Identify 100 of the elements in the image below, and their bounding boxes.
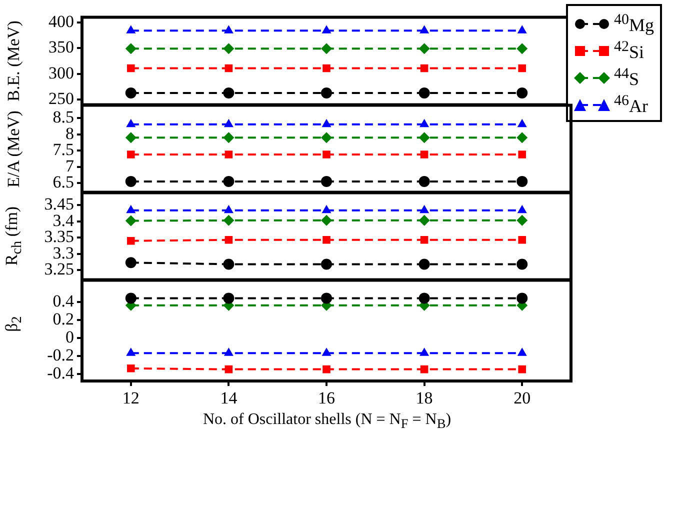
y-tick-label: -0.2 [47, 345, 74, 364]
point [321, 215, 332, 226]
point [420, 205, 430, 214]
point [418, 176, 430, 187]
point [321, 292, 332, 304]
point [224, 236, 233, 244]
x-axis-title: No. of Oscillator shells (N = N$_{F}$ = N$_{B}$) [202, 410, 452, 432]
point [322, 118, 332, 127]
point [322, 236, 330, 244]
point [321, 87, 332, 98]
point [321, 132, 332, 143]
point [418, 258, 430, 270]
point [516, 215, 528, 226]
point [420, 64, 428, 72]
point [518, 64, 526, 72]
point [418, 87, 430, 98]
point [517, 25, 527, 34]
point [223, 176, 234, 187]
point [224, 118, 234, 127]
point [125, 176, 136, 187]
point [322, 150, 330, 158]
point [126, 347, 136, 356]
point [127, 237, 135, 245]
point [125, 292, 136, 304]
point [518, 150, 526, 158]
y-tick-label: 3.3 [52, 244, 74, 262]
legend-label: $^{40}$Mg [614, 12, 654, 36]
point [322, 25, 332, 34]
point [418, 292, 430, 304]
point [516, 87, 528, 98]
y-tick-label: -0.4 [47, 363, 74, 382]
legend-label: $^{44}$S [614, 66, 640, 90]
point [322, 347, 332, 356]
point [418, 132, 430, 143]
point [420, 25, 430, 34]
point [223, 292, 234, 304]
point [126, 205, 136, 214]
point [420, 347, 430, 356]
point [418, 215, 430, 226]
legend-label: $^{46}$Ar [614, 92, 648, 116]
point [516, 176, 528, 187]
x-tick-label: 16 [318, 388, 335, 408]
y-tick-label: 250 [48, 89, 74, 108]
point [420, 236, 428, 244]
point [322, 64, 330, 72]
point [321, 258, 332, 270]
point [322, 205, 332, 214]
point [223, 258, 234, 270]
point [518, 365, 526, 373]
point [420, 118, 430, 127]
point [517, 205, 527, 214]
x-tick-label: 20 [514, 388, 531, 408]
point [224, 64, 233, 72]
point [223, 87, 234, 98]
x-tick-label: 12 [122, 388, 140, 408]
point [224, 347, 234, 356]
point [517, 118, 527, 127]
y-tick-label: 350 [48, 38, 74, 57]
y-tick-label: 300 [48, 63, 74, 82]
point [516, 132, 528, 143]
y-tick-label: 3.45 [44, 194, 74, 214]
point [224, 205, 234, 214]
point [516, 43, 528, 54]
point [126, 25, 136, 34]
point [126, 118, 136, 127]
y-tick-label: 3.25 [44, 260, 74, 279]
point [125, 43, 136, 54]
point [125, 215, 136, 226]
point [224, 365, 233, 373]
legend-label: $^{42}$Si [614, 38, 644, 62]
y-tick-label: 0 [66, 327, 74, 346]
point [223, 215, 234, 226]
point [418, 43, 430, 54]
point [518, 236, 526, 244]
y-axis-title: B.E. (MeV) [4, 20, 24, 102]
y-tick-label: 6.5 [52, 172, 74, 192]
point [223, 132, 234, 143]
point [321, 176, 332, 187]
point [224, 25, 234, 34]
point [125, 257, 136, 268]
x-tick-label: 14 [220, 388, 238, 408]
point [127, 150, 135, 158]
y-axis-title: E/A (MeV) [4, 110, 24, 188]
y-tick-label: 400 [48, 12, 74, 31]
point [321, 43, 332, 54]
point [516, 258, 528, 270]
point [224, 150, 233, 158]
point [125, 87, 136, 98]
point [420, 365, 428, 373]
point [127, 364, 135, 372]
point [127, 64, 135, 72]
point [322, 365, 330, 373]
x-tick-label: 18 [416, 388, 433, 408]
point [516, 292, 528, 304]
y-tick-label: 0.2 [52, 309, 74, 328]
point [125, 132, 136, 143]
point [517, 347, 527, 356]
y-tick-label: 0.4 [52, 291, 74, 310]
point [223, 43, 234, 54]
point [420, 150, 428, 158]
